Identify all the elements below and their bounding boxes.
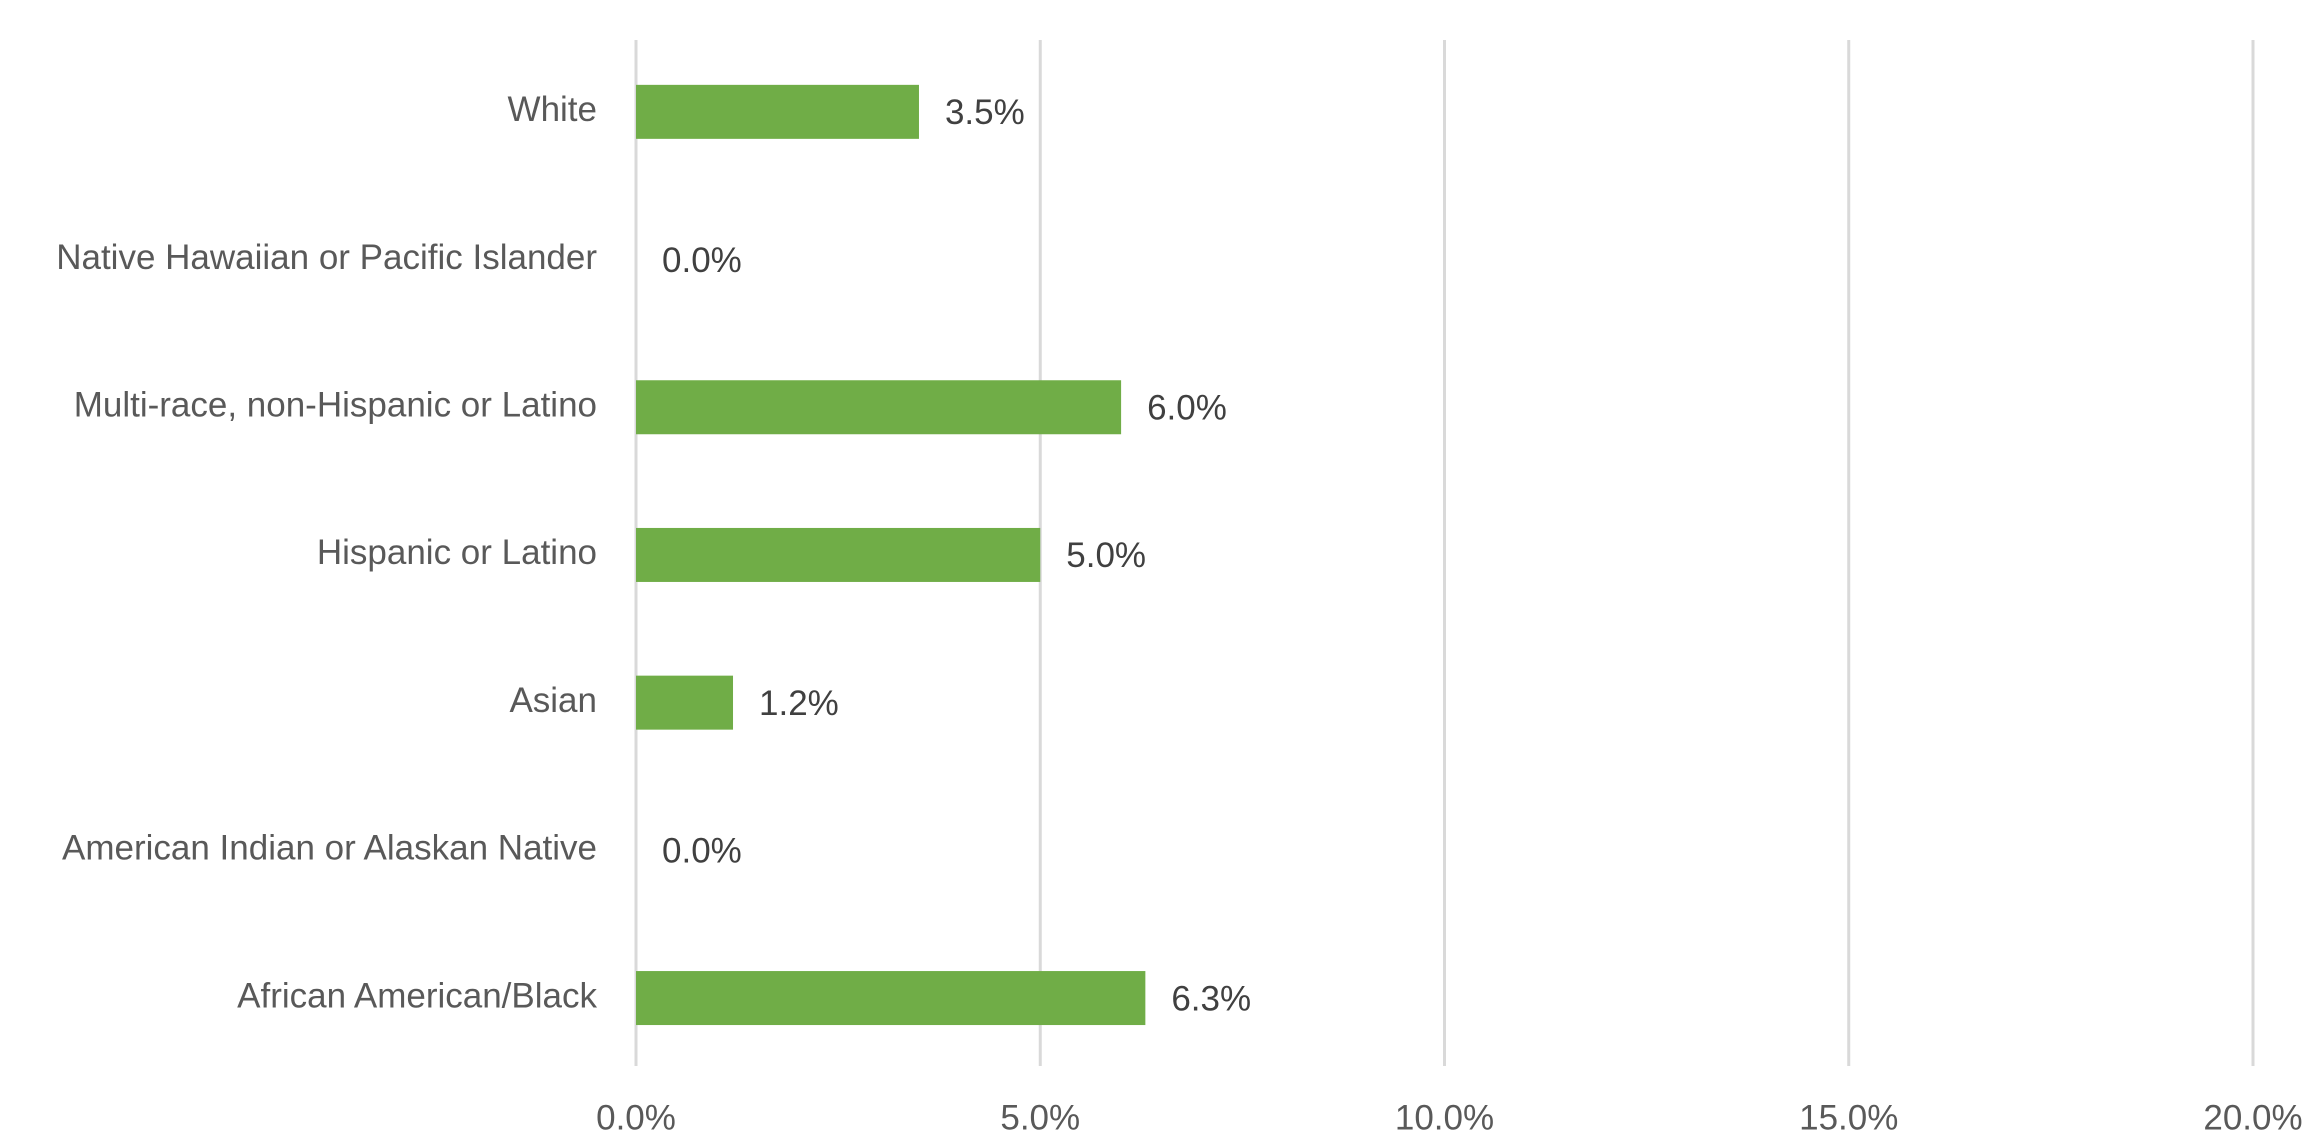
- bar: [636, 527, 1041, 582]
- y-tick-label: Multi-race, non-Hispanic or Latino: [74, 386, 597, 425]
- data-label: 0.0%: [662, 832, 742, 871]
- bar: [636, 84, 919, 139]
- data-label: 6.0%: [1147, 389, 1227, 428]
- data-label: 3.5%: [945, 93, 1025, 132]
- y-tick-label: White: [508, 90, 597, 129]
- bar: [636, 380, 1122, 435]
- y-tick-label: African American/Black: [237, 976, 597, 1015]
- x-tick-label: 15.0%: [1799, 1098, 1898, 1137]
- bar: [636, 675, 734, 730]
- y-tick-label: Native Hawaiian or Pacific Islander: [56, 238, 597, 277]
- y-tick-label: American Indian or Alaskan Native: [62, 829, 597, 868]
- x-tick-label: 0.0%: [596, 1098, 676, 1137]
- data-label: 1.2%: [759, 684, 839, 723]
- y-tick-label: Hispanic or Latino: [317, 533, 597, 572]
- x-tick-label: 5.0%: [1000, 1098, 1080, 1137]
- data-label: 6.3%: [1171, 979, 1251, 1018]
- data-label: 0.0%: [662, 241, 742, 280]
- bar: [636, 971, 1146, 1026]
- x-tick-label: 20.0%: [2203, 1098, 2302, 1137]
- x-tick-label: 10.0%: [1395, 1098, 1494, 1137]
- data-label: 5.0%: [1066, 536, 1146, 575]
- y-tick-label: Asian: [509, 681, 597, 720]
